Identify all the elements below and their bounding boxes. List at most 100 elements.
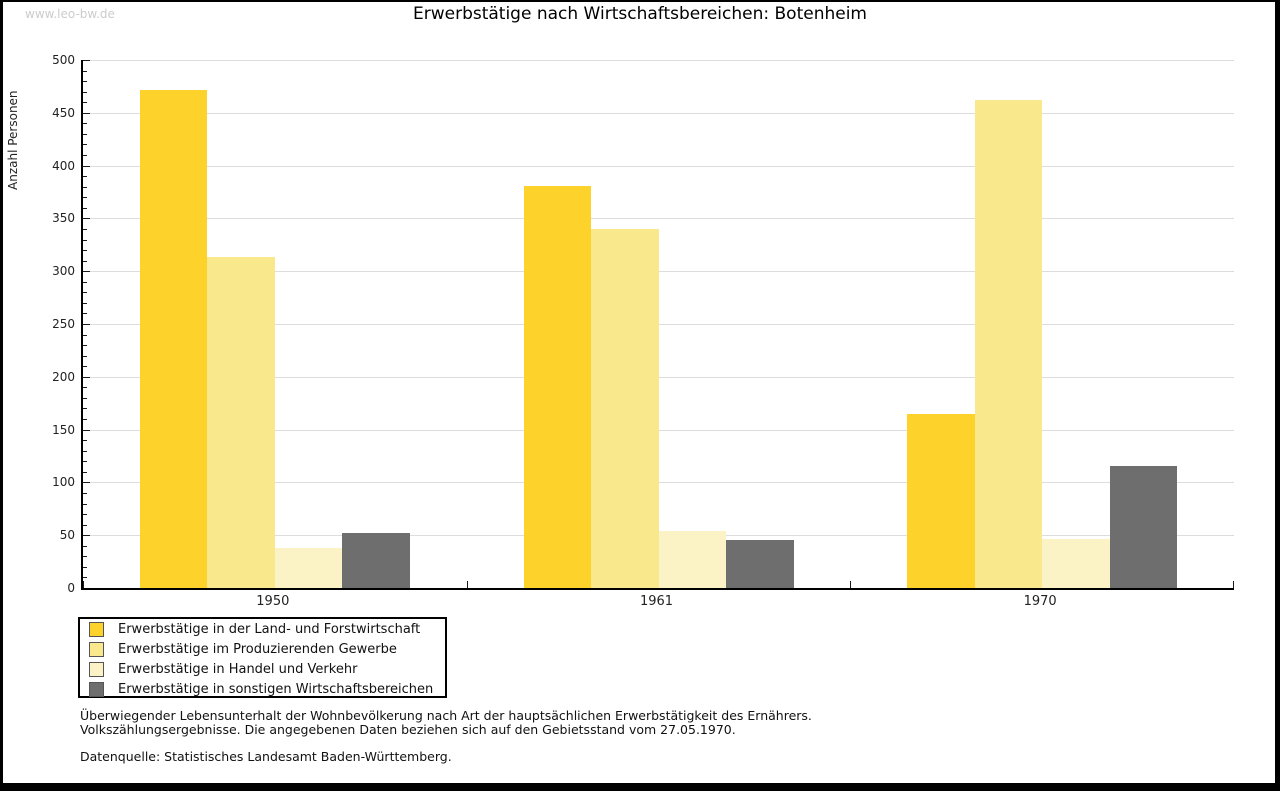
y-minor-tick [83, 387, 87, 389]
y-minor-tick [83, 566, 87, 568]
y-major-tick [83, 112, 90, 114]
y-minor-tick [83, 450, 87, 452]
y-axis-title: Anzahl Personen [6, 90, 20, 190]
x-boundary-tick [466, 581, 468, 588]
y-tick-label: 250 [52, 317, 75, 331]
y-minor-tick [83, 313, 87, 315]
y-major-tick [83, 271, 90, 273]
bar-1961-series2 [591, 228, 659, 588]
legend-label: Erwerbstätige im Produzierenden Gewerbe [118, 642, 397, 657]
y-minor-tick [83, 176, 87, 178]
y-minor-tick [83, 514, 87, 516]
y-minor-tick [83, 239, 87, 241]
y-minor-tick [83, 81, 87, 83]
y-major-tick [83, 218, 90, 220]
y-minor-tick [83, 556, 87, 558]
y-minor-tick [83, 186, 87, 188]
gridline [83, 60, 1234, 61]
bar-1970-series4 [1109, 465, 1178, 588]
y-tick-label: 300 [52, 264, 75, 279]
y-minor-tick [83, 302, 87, 304]
y-minor-tick [83, 91, 87, 93]
x-tick-label: 1970 [1023, 594, 1057, 609]
gridline [83, 429, 1234, 431]
y-minor-tick [83, 471, 87, 473]
y-minor-tick [83, 408, 87, 410]
gridline [83, 376, 1234, 378]
x-tick-label: 1961 [639, 594, 674, 609]
footnote-line-1: Überwiegender Lebensunterhalt der Wohnbe… [80, 708, 812, 723]
y-tick-label: 50 [59, 528, 75, 543]
y-tick-label: 100 [52, 475, 75, 490]
y-minor-tick [83, 545, 87, 547]
plot-area [81, 60, 1234, 590]
legend-swatch [89, 662, 104, 677]
chart-title: Erwerbstätige nach Wirtschaftsbereichen:… [412, 4, 867, 24]
bar-1950-series2 [207, 257, 275, 588]
window-border-left [0, 0, 3, 791]
x-boundary-tick [1233, 581, 1234, 588]
y-major-tick [83, 429, 90, 431]
bar-1950-series3 [274, 547, 343, 588]
y-minor-tick [83, 355, 87, 357]
legend-label: Erwerbstätige in sonstigen Wirtschaftsbe… [118, 682, 434, 697]
y-tick-label: 500 [52, 53, 75, 67]
y-minor-tick [83, 197, 87, 199]
y-minor-tick [83, 366, 87, 368]
y-tick-label: 0 [67, 581, 75, 595]
data-source: Datenquelle: Statistisches Landesamt Bad… [80, 749, 452, 764]
y-minor-tick [83, 503, 87, 505]
gridline [83, 271, 1234, 273]
y-minor-tick [83, 260, 87, 262]
x-boundary-tick [850, 581, 852, 588]
y-minor-tick [83, 281, 87, 283]
legend-swatch [89, 642, 104, 657]
window-border-right [1275, 0, 1280, 791]
y-minor-tick [83, 461, 87, 463]
y-minor-tick [83, 440, 87, 442]
bar-1961-series1 [523, 185, 591, 588]
x-boundary-tick [83, 581, 84, 588]
y-minor-tick [83, 577, 87, 579]
y-major-tick [83, 60, 90, 61]
y-major-tick [83, 165, 90, 167]
y-minor-tick [83, 207, 87, 209]
bar-1961-series4 [726, 540, 794, 588]
gridline [83, 218, 1234, 220]
y-tick-label: 450 [52, 105, 75, 120]
bar-1950-series4 [342, 533, 410, 588]
legend-item: Erwerbstätige in der Land- und Forstwirt… [89, 620, 445, 639]
bar-1950-series1 [139, 89, 208, 588]
y-major-tick [83, 482, 90, 484]
y-minor-tick [83, 123, 87, 125]
y-minor-tick [83, 155, 87, 157]
y-minor-tick [83, 228, 87, 230]
watermark: www.leo-bw.de [25, 7, 115, 21]
y-minor-tick [83, 492, 87, 494]
legend: Erwerbstätige in der Land- und Forstwirt… [78, 617, 447, 698]
gridline [83, 112, 1234, 114]
y-tick-label: 350 [52, 211, 75, 226]
legend-swatch [89, 682, 104, 697]
y-minor-tick [83, 292, 87, 294]
y-minor-tick [83, 345, 87, 347]
y-major-tick [83, 324, 90, 325]
x-tick-label: 1950 [256, 594, 290, 609]
window-border-bottom [0, 783, 1280, 791]
footnote-line-2: Volkszählungsergebnisse. Die angegebenen… [80, 722, 736, 737]
gridline [83, 324, 1234, 325]
legend-item: Erwerbstätige im Produzierenden Gewerbe [89, 640, 445, 659]
y-tick-label: 200 [52, 369, 75, 384]
bar-1970-series2 [974, 100, 1043, 588]
y-major-tick [83, 535, 90, 537]
bar-1961-series3 [658, 530, 726, 588]
y-minor-tick [83, 250, 87, 252]
window-border-top [0, 0, 1280, 2]
legend-label: Erwerbstätige in Handel und Verkehr [118, 662, 358, 677]
y-minor-tick [83, 419, 87, 421]
y-tick-label: 150 [52, 422, 75, 437]
y-major-tick [83, 376, 90, 378]
legend-item: Erwerbstätige in Handel und Verkehr [89, 660, 445, 679]
y-tick-label: 400 [52, 158, 75, 173]
